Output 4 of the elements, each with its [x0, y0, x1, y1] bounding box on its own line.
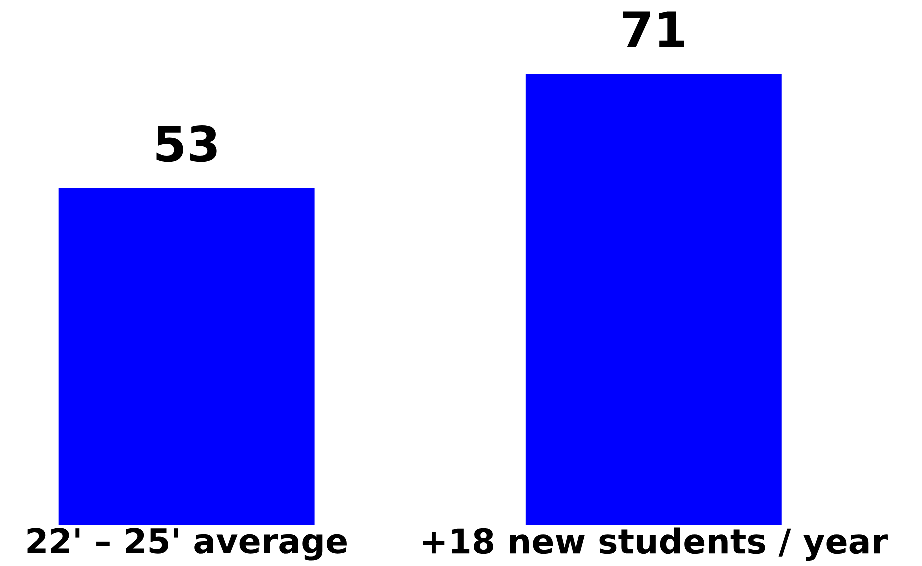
x-tick-label: 22' – 25' average [28, 528, 347, 561]
x-tick-label: +18 new students / year [423, 528, 888, 561]
data-label: 71 [623, 12, 684, 48]
data-label: 53 [156, 125, 217, 162]
